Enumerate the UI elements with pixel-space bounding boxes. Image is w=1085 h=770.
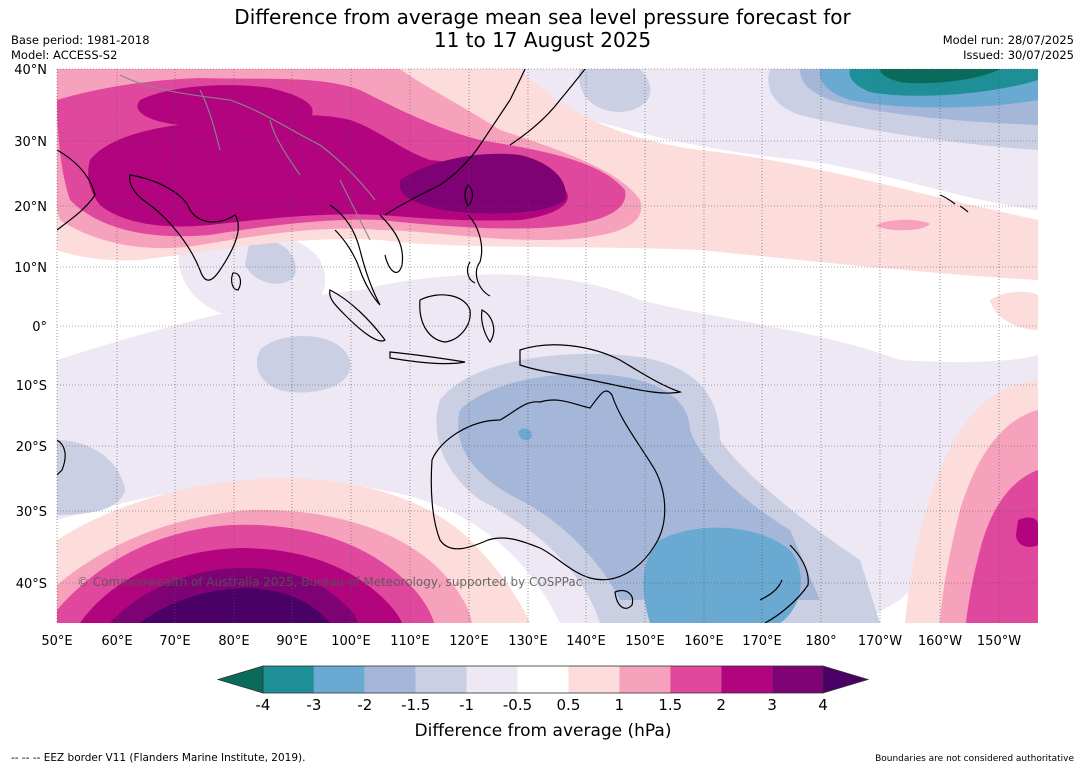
- latitude-label: 0°: [32, 320, 47, 335]
- anomaly-region-blue-grey-india2: [245, 239, 296, 284]
- model-text: Model: ACCESS-S2: [11, 48, 118, 62]
- country-borders: [119, 74, 376, 241]
- colorbar-tick-label: 4: [818, 696, 828, 714]
- longitude-label: 100°E: [331, 634, 371, 649]
- china-coastline: [384, 69, 526, 216]
- colorbar-segment: [415, 666, 467, 693]
- colorbar-tick-label: -1: [459, 696, 474, 714]
- longitude-label: 140°E: [566, 634, 606, 649]
- graticule: [56, 68, 1038, 623]
- java-coastline: [389, 351, 466, 365]
- longitude-labels: 50°E 60°E 70°E 80°E 90°E 100°E 110°E 120°E 130°E…: [41, 634, 1021, 649]
- longitude-label: 150°W: [977, 634, 1021, 649]
- longitude-label: 160°W: [918, 634, 962, 649]
- colorbar-segment: [517, 666, 569, 693]
- colorbar-segment: [364, 666, 416, 693]
- longitude-label: 160°E: [684, 634, 724, 649]
- anomaly-region-darkest-south: [140, 588, 330, 623]
- longitude-label: 130°E: [508, 634, 548, 649]
- anomaly-region-blue-grey-nw: [579, 69, 651, 112]
- longitude-label: 60°E: [101, 634, 132, 649]
- longitude-label: 170°E: [742, 634, 782, 649]
- eez-note: -- -- -- EEZ border V11 (Flanders Marine…: [11, 752, 306, 764]
- southeast-asia-coastline: [329, 204, 404, 306]
- colorbar-segment: [466, 666, 518, 693]
- copyright-watermark: © Commonwealth of Australia 2025, Bureau…: [77, 575, 582, 589]
- colorbar-tick-label: 1: [615, 696, 625, 714]
- latitude-labels: 40°N 30°N 20°N 10°N 0° 10°S 20°S 30°S 40°S: [14, 63, 47, 592]
- latitude-label: 40°S: [16, 577, 47, 592]
- colorbar-segment: [568, 666, 620, 693]
- colorbar-tick-label: -1.5: [401, 696, 430, 714]
- colorbar-tick-label: 3: [767, 696, 777, 714]
- colorbar: -4 -3 -2 -1.5 -1 -0.5 0.5 1 1.5 2 3 4: [216, 665, 870, 714]
- tasmania-coastline: [614, 590, 634, 609]
- colorbar-label: Difference from average (hPa): [415, 721, 672, 741]
- anomaly-region-dark-purple-north: [399, 153, 566, 214]
- colorbar-min-arrow: [216, 665, 264, 694]
- madagascar-coastline: [57, 439, 66, 476]
- latitude-label: 20°S: [16, 440, 47, 455]
- anomaly-region-purple-north-2: [137, 85, 313, 125]
- australia-coastline: [430, 390, 666, 581]
- pressure-anomaly-field: [57, 69, 1038, 623]
- colorbar-segment: [619, 666, 671, 693]
- colorbar-tick-label: -3: [306, 696, 321, 714]
- japan-coastline: [509, 69, 586, 146]
- longitude-label: 120°E: [449, 634, 489, 649]
- new-zealand-coastline: [759, 544, 809, 623]
- title-line-1: Difference from average mean sea level p…: [234, 5, 851, 29]
- longitude-label: 150°E: [625, 634, 665, 649]
- boundaries-note: Boundaries are not considered authoritat…: [875, 754, 1074, 764]
- anomaly-region-magenta-se: [966, 470, 1038, 623]
- colorbar-segment: [263, 666, 314, 693]
- anomaly-region-purple-se: [1016, 517, 1038, 547]
- colorbar-segment: [313, 666, 365, 693]
- colorbar-segment: [670, 666, 722, 693]
- colorbar-tick-label: -2: [357, 696, 372, 714]
- latitude-label: 20°N: [14, 200, 47, 215]
- colorbar-tick-label: -0.5: [503, 696, 532, 714]
- longitude-label: 90°E: [276, 634, 307, 649]
- asia-borders: [119, 74, 376, 241]
- anomaly-region-blue-grey-3: [57, 440, 125, 515]
- colorbar-segment: [721, 666, 773, 693]
- anomaly-region-pale-pink-ne: [990, 291, 1038, 330]
- colorbar-segment: [772, 666, 823, 693]
- model-run-text: Model run: 28/07/2025: [942, 33, 1074, 47]
- base-period-text: Base period: 1981-2018: [11, 33, 150, 47]
- issued-text: Issued: 30/07/2025: [963, 48, 1074, 62]
- arabia-coastline: [57, 149, 96, 231]
- anomaly-region-pink-spot: [876, 219, 930, 231]
- anomaly-region-blue-grey-2: [256, 336, 351, 393]
- title-line-2: 11 to 17 August 2025: [433, 28, 652, 52]
- longitude-label: 170°W: [858, 634, 902, 649]
- colorbar-max-arrow: [822, 665, 870, 694]
- latitude-label: 40°N: [14, 63, 47, 78]
- sulawesi-coastline: [480, 309, 495, 344]
- colorbar-tick-label: 0.5: [557, 696, 581, 714]
- colorbar-tick-label: -4: [256, 696, 271, 714]
- anomaly-region-dark-teal-north: [880, 69, 1000, 84]
- anomaly-region-deep-blue-spot: [518, 428, 532, 441]
- longitude-label: 80°E: [218, 634, 249, 649]
- sumatra-coastline: [329, 289, 386, 342]
- latitude-label: 10°S: [16, 379, 47, 394]
- latitude-label: 10°N: [14, 261, 47, 276]
- borneo-coastline: [419, 294, 471, 343]
- anomaly-region-deep-blue: [643, 527, 801, 623]
- longitude-label: 70°E: [159, 634, 190, 649]
- colorbar-tick-label: 1.5: [658, 696, 682, 714]
- sri-lanka-coastline: [231, 272, 242, 291]
- hawaii-islands: [939, 194, 969, 213]
- latitude-label: 30°N: [14, 135, 47, 150]
- latitude-label: 30°S: [16, 505, 47, 520]
- colorbar-tick-label: 2: [716, 696, 726, 714]
- india-coastline: [129, 174, 239, 281]
- longitude-label: 180°: [805, 634, 836, 649]
- longitude-label: 110°E: [390, 634, 430, 649]
- longitude-label: 50°E: [41, 634, 72, 649]
